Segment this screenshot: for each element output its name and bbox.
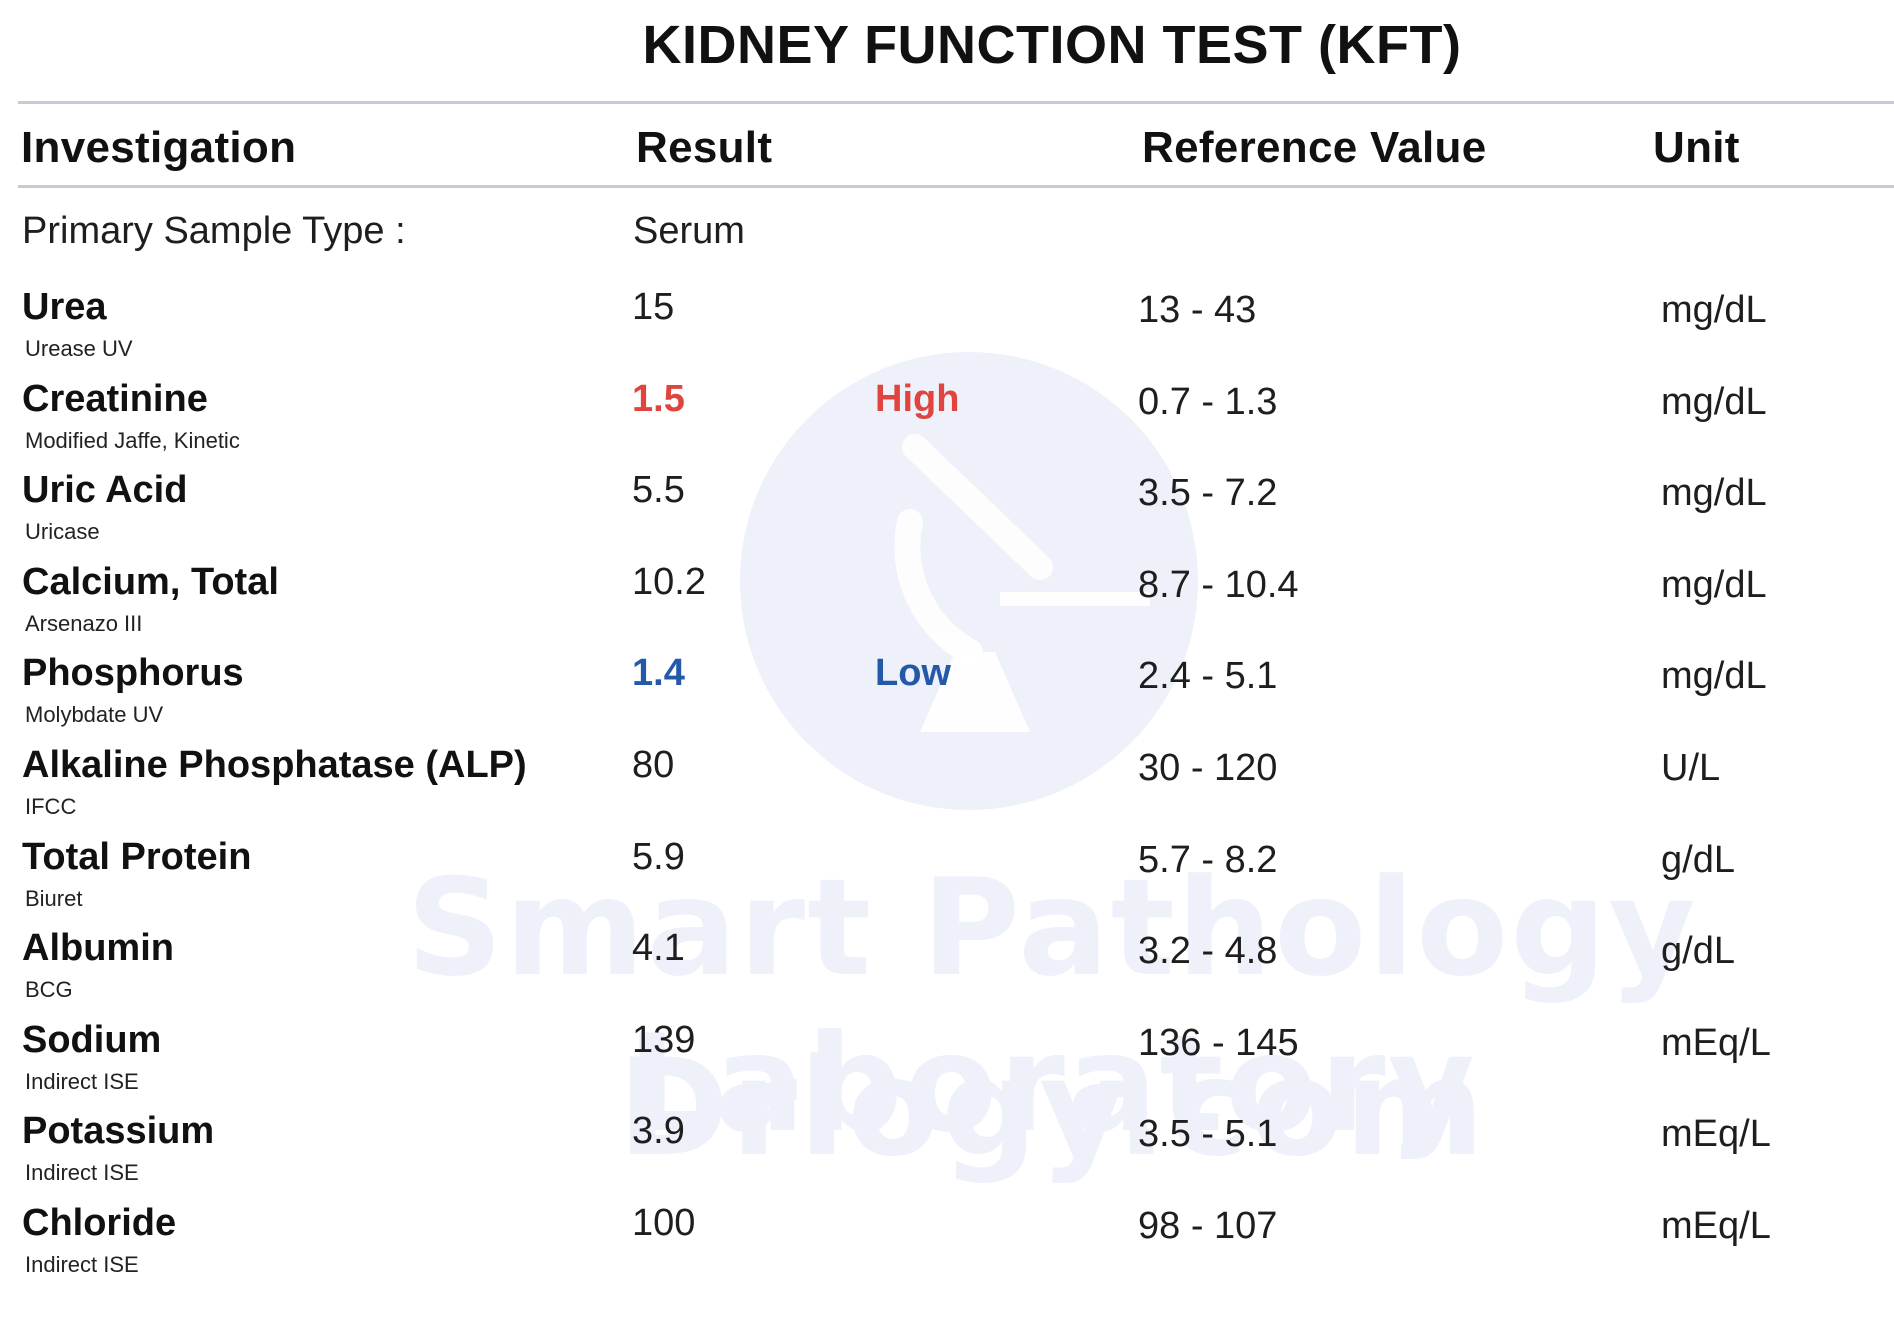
investigation-method: IFCC bbox=[25, 794, 77, 819]
reference-range: 30 - 120 bbox=[1138, 747, 1278, 789]
investigation-method: Molybdate UV bbox=[25, 702, 164, 727]
reference-range: 3.2 - 4.8 bbox=[1138, 930, 1278, 972]
header-investigation: Investigation bbox=[21, 123, 297, 172]
result-flag: Low bbox=[875, 652, 951, 694]
result-value: 139 bbox=[632, 1019, 696, 1061]
result-value: 10.2 bbox=[632, 561, 706, 603]
investigation-method: Urease UV bbox=[25, 336, 133, 361]
investigation-name: Potassium bbox=[22, 1110, 215, 1152]
reference-range: 3.5 - 7.2 bbox=[1138, 472, 1278, 514]
investigation-name: Creatinine bbox=[22, 378, 208, 420]
result-value: 3.9 bbox=[632, 1110, 685, 1152]
unit-value: g/dL bbox=[1661, 930, 1735, 972]
unit-value: mg/dL bbox=[1661, 655, 1767, 697]
unit-value: mg/dL bbox=[1661, 472, 1767, 514]
result-flag: High bbox=[875, 378, 960, 420]
investigation-method: Biuret bbox=[25, 886, 83, 911]
reference-range: 2.4 - 5.1 bbox=[1138, 655, 1278, 697]
investigation-name: Uric Acid bbox=[22, 469, 188, 511]
report-title: KIDNEY FUNCTION TEST (KFT) bbox=[642, 15, 1462, 75]
watermark-website: Drlogy.com bbox=[617, 1030, 1487, 1186]
investigation-method: Indirect ISE bbox=[25, 1069, 139, 1094]
reference-range: 136 - 145 bbox=[1138, 1022, 1299, 1064]
reference-range: 3.5 - 5.1 bbox=[1138, 1113, 1278, 1155]
result-value: 1.5 bbox=[632, 378, 685, 420]
investigation-method: BCG bbox=[25, 977, 73, 1002]
unit-value: mg/dL bbox=[1661, 289, 1767, 331]
investigation-method: Uricase bbox=[25, 519, 100, 544]
unit-value: mEq/L bbox=[1661, 1022, 1771, 1064]
result-value: 15 bbox=[632, 286, 675, 328]
result-value: 5.9 bbox=[632, 836, 685, 878]
investigation-method: Arsenazo III bbox=[25, 611, 143, 636]
result-value: 5.5 bbox=[632, 469, 685, 511]
unit-value: U/L bbox=[1661, 747, 1721, 789]
result-value: 80 bbox=[632, 744, 675, 786]
sample-type-label: Primary Sample Type : bbox=[22, 210, 406, 252]
microscope-icon bbox=[894, 434, 1150, 732]
header-reference-value: Reference Value bbox=[1142, 123, 1487, 172]
reference-range: 98 - 107 bbox=[1138, 1205, 1278, 1247]
reference-range: 5.7 - 8.2 bbox=[1138, 839, 1278, 881]
sample-type-value: Serum bbox=[633, 210, 745, 252]
title-divider bbox=[18, 101, 1894, 104]
unit-value: mEq/L bbox=[1661, 1113, 1771, 1155]
investigation-name: Alkaline Phosphatase (ALP) bbox=[22, 744, 527, 786]
investigation-name: Chloride bbox=[22, 1202, 177, 1244]
reference-range: 13 - 43 bbox=[1138, 289, 1257, 331]
investigation-name: Urea bbox=[22, 286, 107, 328]
investigation-name: Sodium bbox=[22, 1019, 162, 1061]
watermark-circle bbox=[740, 352, 1198, 810]
investigation-method: Modified Jaffe, Kinetic bbox=[25, 428, 240, 453]
unit-value: mEq/L bbox=[1661, 1205, 1771, 1247]
result-value: 100 bbox=[632, 1202, 696, 1244]
investigation-name: Calcium, Total bbox=[22, 561, 279, 603]
investigation-name: Phosphorus bbox=[22, 652, 244, 694]
investigation-method: Indirect ISE bbox=[25, 1160, 139, 1185]
investigation-name: Total Protein bbox=[22, 836, 252, 878]
investigation-name: Albumin bbox=[22, 927, 174, 969]
watermark-lab-name: Smart Pathology Laboratory bbox=[406, 850, 1698, 1162]
result-value: 1.4 bbox=[632, 652, 685, 694]
unit-value: g/dL bbox=[1661, 839, 1735, 881]
header-result: Result bbox=[636, 123, 773, 172]
header-unit: Unit bbox=[1653, 123, 1740, 172]
result-value: 4.1 bbox=[632, 927, 685, 969]
reference-range: 8.7 - 10.4 bbox=[1138, 564, 1299, 606]
investigation-method: Indirect ISE bbox=[25, 1252, 139, 1277]
header-divider bbox=[18, 185, 1894, 188]
unit-value: mg/dL bbox=[1661, 564, 1767, 606]
unit-value: mg/dL bbox=[1661, 381, 1767, 423]
reference-range: 0.7 - 1.3 bbox=[1138, 381, 1278, 423]
